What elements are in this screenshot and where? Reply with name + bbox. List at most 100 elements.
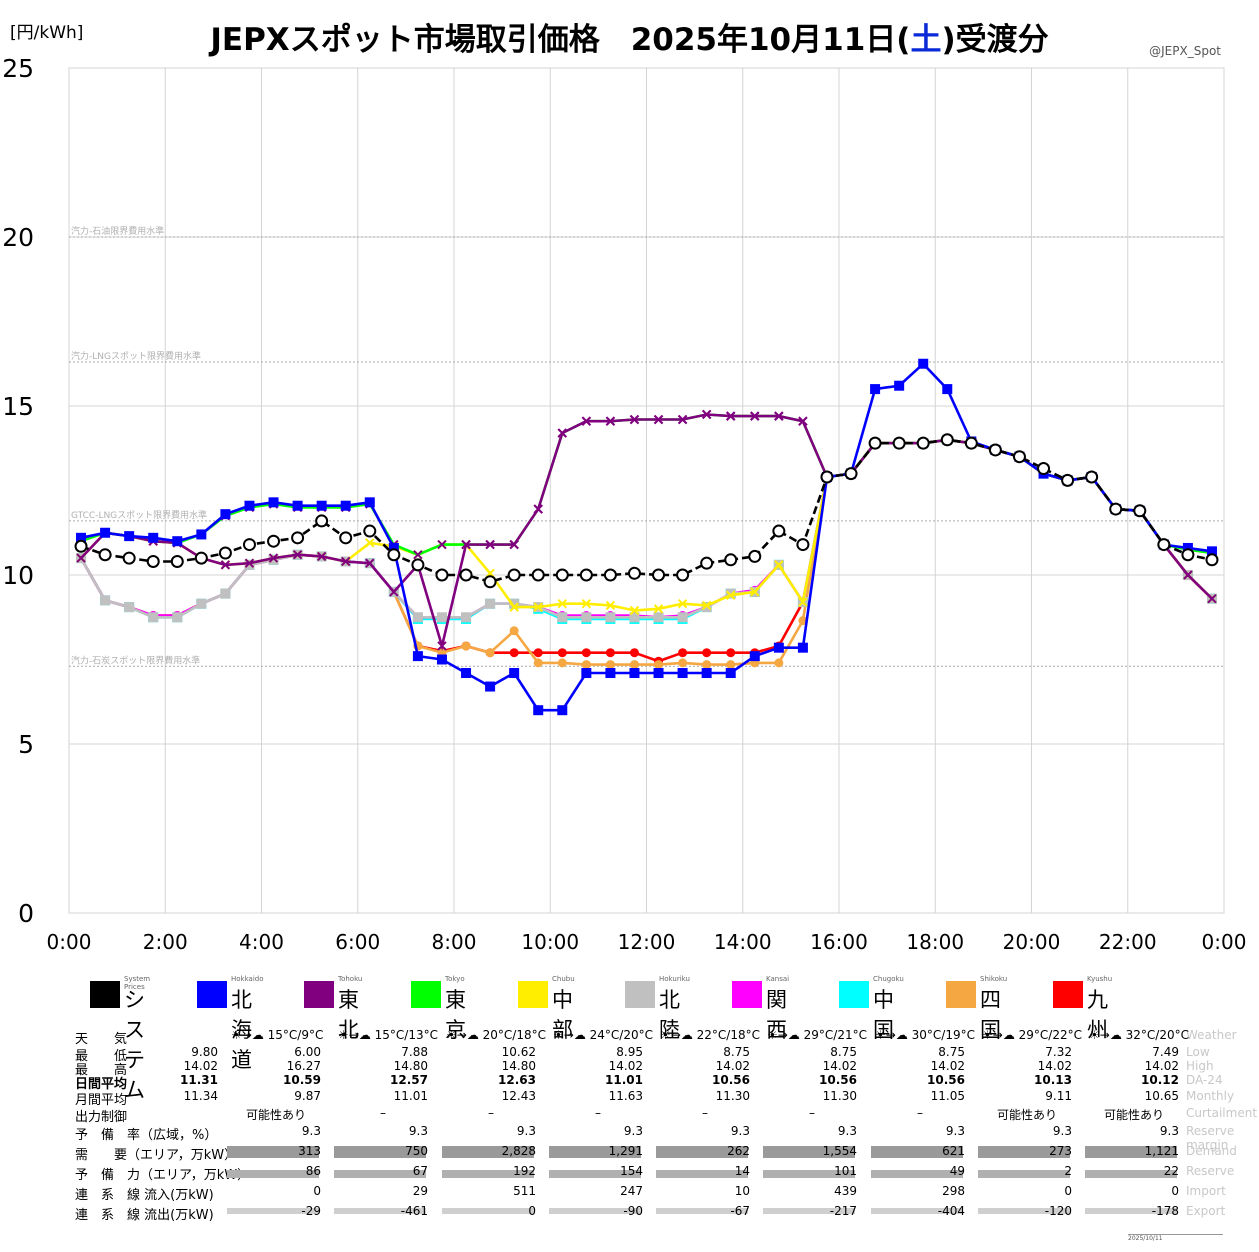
x-tick-label: 2:00 — [143, 930, 188, 954]
data-point — [627, 566, 641, 580]
data-point — [1181, 548, 1195, 562]
low-cell: 6.00 — [294, 1045, 321, 1059]
reserve-cell: 14 — [734, 1164, 750, 1178]
data-point — [267, 534, 281, 548]
import-cell: 298 — [942, 1184, 965, 1198]
data-point — [581, 599, 592, 609]
high-cell: 16.27 — [286, 1059, 321, 1073]
data-point — [748, 549, 762, 563]
data-point — [507, 568, 521, 582]
legend-label-en: Chugoku — [873, 975, 904, 983]
legend-swatch — [518, 981, 548, 1008]
avg-cell: 11.01 — [605, 1073, 643, 1087]
legend-swatch — [839, 981, 869, 1008]
curtailment-cell: – — [702, 1106, 708, 1120]
legend-label: 中部 — [552, 988, 573, 1042]
legend-label-en: Shikoku — [980, 975, 1008, 983]
data-point — [339, 531, 353, 545]
export-sparkbar — [1085, 1208, 1177, 1214]
data-point — [629, 414, 640, 425]
curtailment-cell: – — [380, 1106, 386, 1120]
data-point — [268, 553, 279, 563]
monthly-cell: 10.65 — [1144, 1089, 1179, 1103]
x-tick-label: 6:00 — [335, 930, 380, 954]
monthly-cell: 11.30 — [822, 1089, 857, 1103]
data-point — [726, 660, 736, 670]
data-point — [700, 556, 714, 570]
demand-cell: 2,828 — [501, 1144, 536, 1158]
monthly-cell: 11.30 — [715, 1089, 750, 1103]
data-point — [533, 705, 544, 716]
data-point — [581, 668, 592, 679]
data-point — [435, 568, 449, 582]
x-tick-label: 10:00 — [521, 930, 579, 954]
export-sparkbar — [549, 1208, 641, 1214]
data-point — [509, 598, 520, 609]
weather-cell: ☀→☁ 24°C/20°C — [553, 1028, 653, 1042]
row-label: 月間平均 — [75, 1093, 128, 1108]
reserve-sparkbar — [549, 1170, 641, 1178]
data-point — [461, 641, 471, 651]
reserve-rate-cell: 9.3 — [516, 1124, 536, 1138]
weather-cell: ☀→☁ 22°C/18°C — [660, 1028, 760, 1042]
demand-sparkbar — [1085, 1146, 1177, 1158]
low-cell: 8.75 — [938, 1045, 965, 1059]
data-point — [653, 668, 664, 679]
legend-label: 東京 — [445, 988, 466, 1042]
data-point — [292, 550, 303, 560]
low-cell: 7.32 — [1045, 1045, 1072, 1059]
data-point — [605, 416, 616, 426]
data-point — [605, 648, 615, 658]
import-cell: 0 — [313, 1184, 321, 1198]
y-tick-label: 15 — [2, 392, 34, 421]
data-point — [677, 414, 688, 425]
data-point — [557, 658, 567, 668]
reserve-sparkbar — [763, 1170, 855, 1178]
export-cell: -120 — [1044, 1204, 1072, 1218]
data-point — [363, 524, 377, 538]
data-point — [340, 500, 351, 511]
data-point — [894, 380, 905, 391]
data-point — [533, 658, 543, 668]
data-point — [1037, 462, 1051, 476]
reserve-rate-cell: 9.3 — [945, 1124, 965, 1138]
data-point — [196, 598, 207, 609]
data-point — [868, 436, 882, 450]
data-point — [555, 568, 569, 582]
legend: System Prices システム Hokkaido 北海道 Tohoku 東北 Toky… — [90, 975, 1240, 1102]
data-point — [726, 648, 736, 658]
data-point — [364, 497, 375, 508]
legend-label: 四国 — [980, 988, 1001, 1042]
row-label: 予 備 率（広域，%） — [75, 1128, 218, 1143]
monthly-cell: 9.11 — [1045, 1089, 1072, 1103]
data-point — [701, 600, 712, 611]
demand-sparkbar — [871, 1146, 963, 1158]
reference-line-label: GTCC-LNGスポット限界費用水準 — [71, 509, 207, 521]
data-point — [892, 436, 906, 450]
row-label: 連 系 線 流出(万kW) — [75, 1208, 214, 1223]
reserve-rate-cell: 9.3 — [623, 1124, 643, 1138]
export-cell: -67 — [730, 1204, 750, 1218]
x-tick-label: 0:00 — [1202, 930, 1247, 954]
avg-cell: 12.63 — [498, 1073, 536, 1087]
reserve-sparkbar — [978, 1170, 1070, 1178]
data-point — [533, 504, 543, 514]
demand-cell: 262 — [727, 1144, 750, 1158]
demand-cell: 1,554 — [822, 1144, 857, 1158]
data-point — [724, 553, 738, 567]
data-point — [964, 436, 978, 450]
curtailment-cell: – — [488, 1106, 494, 1120]
weather-cell: ☀→☁ 30°C/19°C — [875, 1028, 975, 1042]
reserve-rate-cell: 9.3 — [408, 1124, 428, 1138]
row-label: 需 要（エリア，万kW） — [75, 1148, 238, 1163]
data-point — [702, 660, 712, 670]
data-point — [629, 648, 639, 658]
export-cell: -461 — [400, 1204, 428, 1218]
row-label-en: Demand — [1186, 1144, 1237, 1158]
curtailment-cell: 可能性あり — [1103, 1108, 1164, 1122]
data-point — [485, 598, 496, 609]
data-point — [244, 500, 255, 511]
data-point — [726, 590, 736, 600]
legend-label-en: Hokuriku — [659, 975, 690, 983]
data-point — [315, 514, 329, 528]
